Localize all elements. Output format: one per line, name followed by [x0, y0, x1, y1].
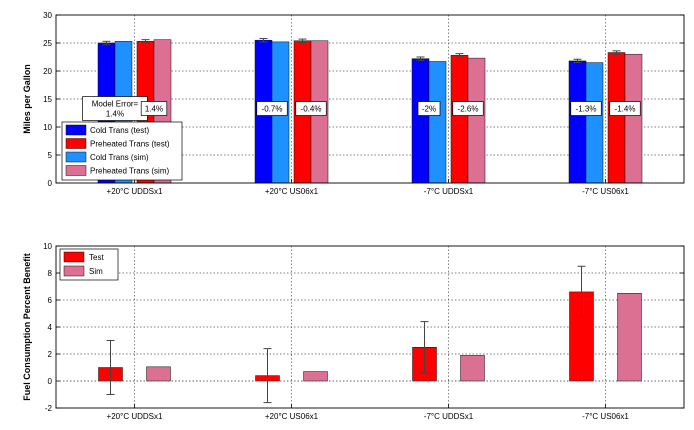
chart-2-legend-label: Test: [89, 253, 104, 262]
chart-1-data-label-box: [82, 96, 148, 121]
chart-1-data-label-box: [452, 101, 484, 116]
chart-1-ytick-label: 15: [43, 95, 52, 104]
chart-2-legend-swatch: [63, 251, 85, 263]
chart-2-ytick-label: 6: [48, 296, 53, 305]
chart-2-bar-2: [617, 293, 642, 382]
chart-1-legend-swatch: [65, 165, 87, 176]
chart-1-data-label-box: [256, 101, 288, 116]
chart-1-bar-4: [467, 57, 486, 184]
chart-2-bar-2: [303, 371, 328, 382]
chart-2-ytick-label: 0: [48, 377, 53, 386]
chart-1-bar-3: [428, 61, 447, 184]
chart-1-data-label: Model Error=: [92, 100, 139, 109]
chart-2-legend-swatch: [63, 265, 85, 277]
chart-1-legend-swatch: [65, 138, 87, 149]
chart-1-xtick-label: +20°C US06x1: [265, 187, 319, 196]
chart-2-ytick-label: 4: [48, 323, 53, 332]
chart-2-ytick-label: -2: [45, 404, 53, 413]
chart-1-ytick-label: 30: [43, 11, 52, 20]
chart-1-data-label: -0.4%: [301, 105, 322, 114]
chart-1-legend-label: Preheated Trans (test): [90, 140, 170, 149]
chart-1-y-axis-label: Miles per Gallon: [22, 64, 32, 134]
chart-1-bar-2: [607, 52, 626, 184]
chart-1-bar-1: [568, 60, 587, 184]
chart-1-ytick-label: 10: [43, 123, 52, 132]
chart-1-xtick-label: -7°C US06x1: [582, 187, 629, 196]
chart-2-xtick-label: +20°C US06x1: [265, 412, 319, 421]
chart-1-ytick-label: 5: [48, 151, 53, 160]
chart-1-data-label-box: [609, 101, 641, 116]
chart-1-frame: [55, 14, 685, 184]
chart-1-data-label: 1.4%: [106, 110, 124, 119]
chart-1-xtick-label: -7°C UDDSx1: [424, 187, 474, 196]
chart-1-bar-4: [624, 53, 643, 184]
chart-1-ytick-label: 0: [48, 179, 53, 188]
chart-1-bar-3: [585, 62, 604, 184]
chart-1-ytick-label: 25: [43, 39, 52, 48]
chart-1-bar-2: [450, 55, 469, 184]
chart-2-ytick-label: 8: [48, 269, 53, 278]
chart-1-data-label: -2.6%: [458, 105, 479, 114]
chart-2-xtick-label: +20°C UDDSx1: [107, 412, 163, 421]
chart-2-xtick-label: -7°C US06x1: [582, 412, 629, 421]
chart-2-bar-2: [460, 355, 485, 382]
chart-2-ytick-label: 2: [48, 350, 53, 359]
chart-1-legend-label: Cold Trans (sim): [90, 153, 149, 162]
chart-1-data-label: -2%: [422, 105, 436, 114]
chart-1-data-label-box: [417, 101, 441, 116]
chart-1-data-label-box: [140, 101, 168, 116]
chart-1-bar-1: [411, 58, 430, 184]
chart-1-legend-label: Preheated Trans (sim): [90, 167, 169, 176]
chart-1-data-label: -1.3%: [576, 105, 597, 114]
chart-1-data-label-box: [570, 101, 602, 116]
chart-2-bar-2: [146, 366, 171, 382]
chart-2-legend-label: Sim: [89, 267, 103, 276]
chart-1-legend-swatch: [65, 151, 87, 163]
chart-1-data-label: 1.4%: [145, 105, 163, 114]
chart-1-data-label: -1.4%: [615, 105, 636, 114]
chart-2-frame: [55, 245, 685, 409]
chart-1-legend-label: Cold Trans (test): [90, 126, 149, 135]
chart-2-y-axis-label: Fuel Consumption Percent Benefit: [22, 253, 32, 401]
chart-1-ytick-label: 20: [43, 67, 52, 76]
chart-1-legend-swatch: [65, 124, 87, 136]
chart-1-data-label: -0.7%: [262, 105, 283, 114]
chart-2-ytick-label: 10: [43, 242, 52, 251]
chart-1-data-label-box: [295, 101, 327, 116]
chart-1-xtick-label: +20°C UDDSx1: [107, 187, 163, 196]
chart-2-xtick-label: -7°C UDDSx1: [424, 412, 474, 421]
